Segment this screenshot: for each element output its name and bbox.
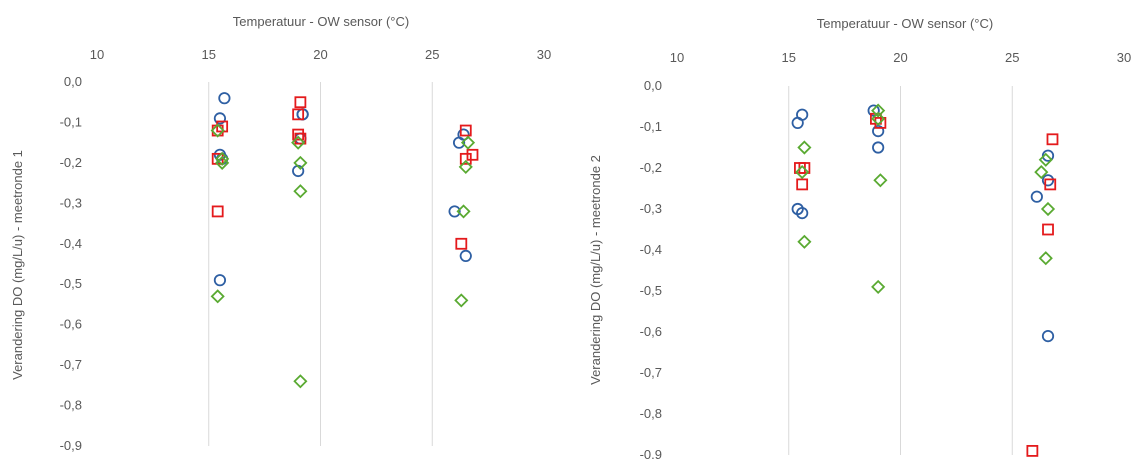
diamond-marker [454, 293, 469, 308]
square-marker [455, 237, 468, 250]
circle-marker [1030, 190, 1043, 203]
y-tick-label: -0,4 [640, 242, 662, 257]
y-tick-label: -0,1 [640, 119, 662, 134]
square-marker [1046, 133, 1059, 146]
x-tick-label: 10 [670, 50, 684, 65]
circle-marker [872, 141, 885, 154]
square-marker [466, 148, 479, 161]
diamond-marker [797, 140, 812, 155]
diamond-marker [291, 135, 306, 150]
x-tick-label: 25 [1005, 50, 1019, 65]
chart-2-x-axis-title: Temperatuur - OW sensor (°C) [817, 16, 993, 31]
diamond-marker [460, 135, 476, 150]
diamond-marker [795, 165, 810, 180]
diamond-marker [871, 103, 886, 118]
x-tick-label: 20 [893, 50, 907, 65]
circle-marker [1041, 329, 1055, 343]
diamond-marker [456, 204, 471, 219]
x-tick-label: 10 [90, 47, 104, 62]
y-tick-label: -0,5 [640, 283, 662, 298]
chart-2-y-axis-title: Verandering DO (mg/L/u) - meetronde 2 [588, 155, 603, 385]
y-tick-label: -0,2 [60, 155, 82, 170]
circle-marker [448, 205, 461, 218]
circle-marker [867, 104, 880, 117]
diamond-marker [1038, 251, 1053, 266]
x-tick-label: 25 [425, 47, 439, 62]
diamond-marker [293, 374, 308, 389]
circle-marker [213, 274, 227, 287]
diamond-marker [873, 173, 888, 188]
y-tick-label: -0,8 [60, 398, 82, 413]
circle-marker [452, 136, 466, 149]
square-marker [294, 96, 307, 109]
diamond-marker [210, 289, 225, 304]
y-tick-label: -0,3 [60, 195, 82, 210]
square-marker [1044, 178, 1057, 191]
y-tick-label: -0,4 [60, 236, 82, 251]
diamond-marker [1038, 152, 1053, 167]
y-tick-label: 0,0 [64, 74, 82, 89]
x-tick-label: 20 [313, 47, 327, 62]
x-tick-label: 30 [537, 47, 551, 62]
circle-marker [218, 92, 231, 105]
y-tick-label: -0,8 [640, 406, 662, 421]
diamond-marker [215, 155, 230, 170]
y-tick-label: 0,0 [644, 78, 662, 93]
diamond-marker [797, 234, 812, 249]
chart-meetronde-2: Temperatuur - OW sensor (°C) Verandering… [588, 16, 1131, 462]
chart-meetronde-1: Temperatuur - OW sensor (°C) Verandering… [10, 14, 551, 453]
diamond-marker [458, 159, 473, 175]
diamond-marker [293, 155, 308, 170]
diamond-marker [210, 123, 225, 138]
circle-marker [791, 116, 804, 130]
square-marker [292, 128, 305, 141]
x-tick-label: 15 [782, 50, 796, 65]
circle-marker [1041, 174, 1055, 187]
circle-marker [872, 125, 885, 138]
x-tick-label: 30 [1117, 50, 1131, 65]
square-marker [292, 108, 305, 121]
diamond-marker [1034, 165, 1049, 180]
square-marker [459, 152, 472, 165]
y-tick-label: -0,3 [640, 201, 662, 216]
square-marker [459, 124, 472, 137]
square-marker [1042, 223, 1054, 236]
y-tick-label: -0,9 [60, 438, 82, 453]
y-tick-label: -0,1 [60, 114, 82, 129]
square-marker [1026, 444, 1039, 457]
square-marker [211, 205, 224, 218]
y-tick-label: -0,6 [60, 317, 82, 332]
diamond-marker [1040, 201, 1056, 217]
circle-marker [796, 207, 809, 220]
y-tick-label: -0,7 [60, 357, 82, 372]
chart-1-x-axis-title: Temperatuur - OW sensor (°C) [233, 14, 409, 29]
y-tick-label: -0,2 [640, 160, 662, 175]
square-marker [796, 178, 809, 191]
y-tick-label: -0,5 [60, 276, 82, 291]
diamond-marker [871, 279, 886, 294]
diamond-marker [293, 184, 308, 199]
chart-1-y-axis-title: Verandering DO (mg/L/u) - meetronde 1 [10, 150, 25, 380]
circle-marker [213, 112, 227, 125]
y-tick-label: -0.9 [640, 447, 662, 462]
x-tick-label: 15 [202, 47, 216, 62]
diamond-marker [871, 111, 886, 126]
circle-marker [459, 249, 472, 263]
y-tick-label: -0,7 [640, 365, 662, 380]
y-tick-label: -0,6 [640, 324, 662, 339]
diamond-marker [215, 151, 230, 166]
